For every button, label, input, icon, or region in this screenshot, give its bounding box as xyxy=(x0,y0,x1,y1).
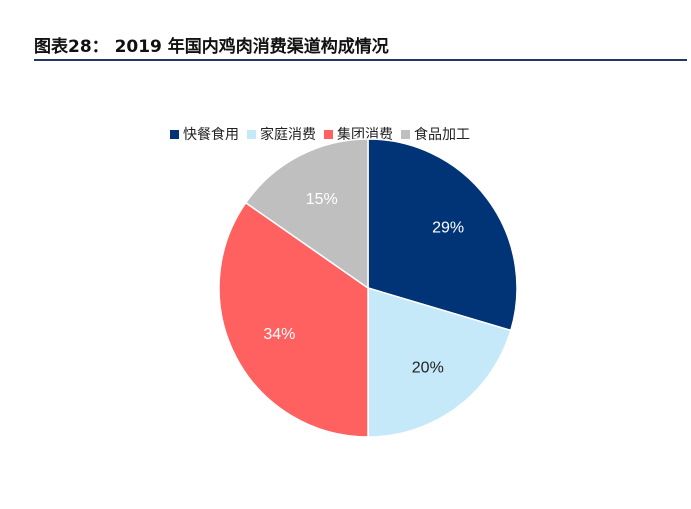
data-label-kuaican: 29% xyxy=(432,220,464,237)
legend-item-shipin: 食品加工 xyxy=(401,124,470,144)
legend-label-shipin: 食品加工 xyxy=(414,127,470,143)
data-label-jituan: 34% xyxy=(263,326,295,343)
pie-slice-kuaican xyxy=(367,138,518,332)
pie-slice-shipin xyxy=(244,138,369,290)
legend-swatch-jiating xyxy=(247,129,256,139)
legend-label-jiating: 家庭消费 xyxy=(260,127,316,143)
data-label-shipin: 15% xyxy=(306,191,338,208)
legend-item-kuaican: 快餐食用 xyxy=(170,124,239,144)
legend-swatch-jituan xyxy=(324,129,333,139)
title-underline xyxy=(34,59,687,61)
legend-swatch-shipin xyxy=(401,129,410,139)
pie-slice-jiating xyxy=(367,286,512,438)
legend-label-kuaican: 快餐食用 xyxy=(183,127,239,143)
data-label-jiating: 20% xyxy=(412,360,444,377)
pie-slice-jituan xyxy=(218,201,369,438)
figure-title: 图表28： 2019 年国内鸡肉消费渠道构成情况 xyxy=(34,37,389,57)
chart-legend: 快餐食用 家庭消费 集团消费 食品加工 xyxy=(170,124,478,144)
legend-item-jiating: 家庭消费 xyxy=(247,124,316,144)
legend-swatch-kuaican xyxy=(170,129,179,139)
